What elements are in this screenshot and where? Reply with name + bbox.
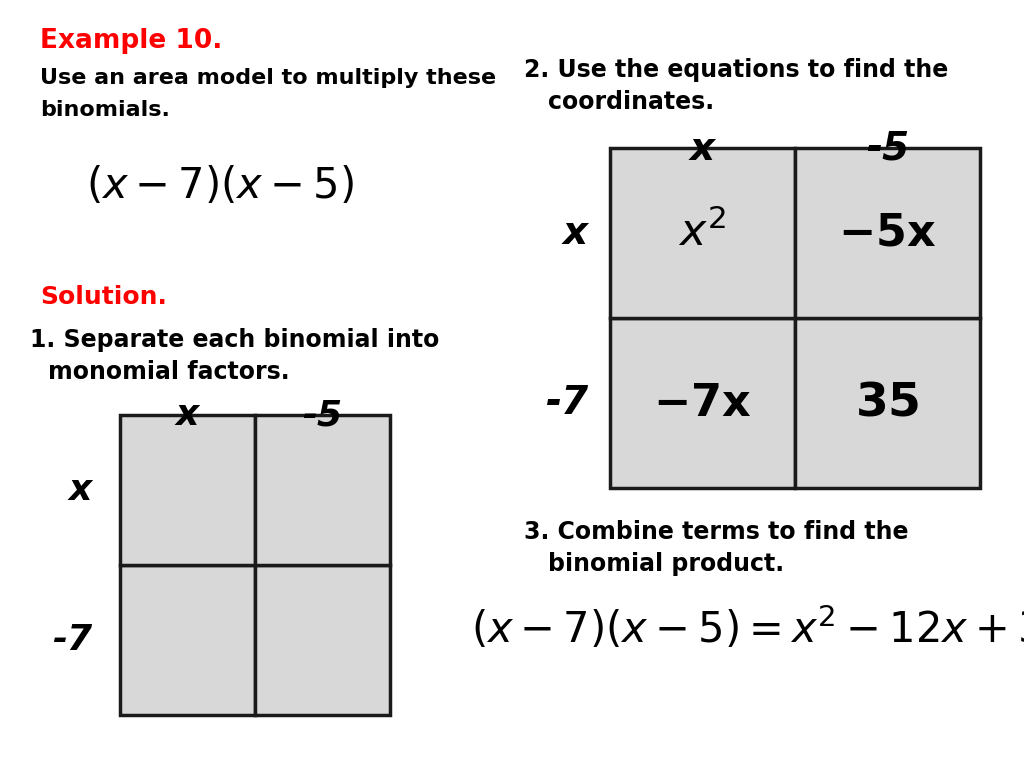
Bar <box>255 415 390 565</box>
Text: 2. Use the equations to find the: 2. Use the equations to find the <box>524 58 948 82</box>
Text: 1. Separate each binomial into: 1. Separate each binomial into <box>30 328 439 352</box>
Text: x: x <box>69 473 92 507</box>
Text: $x^2$: $x^2$ <box>679 211 727 255</box>
Bar <box>120 565 255 715</box>
Text: x: x <box>690 130 715 168</box>
Text: Solution.: Solution. <box>40 285 167 309</box>
Text: -5: -5 <box>302 398 343 432</box>
Bar <box>610 148 795 318</box>
Text: Example 10.: Example 10. <box>40 28 222 54</box>
Text: $\mathbf{-7x}$: $\mathbf{-7x}$ <box>653 381 752 424</box>
Text: binomial product.: binomial product. <box>548 552 784 576</box>
Bar <box>610 318 795 488</box>
Text: Use an area model to multiply these: Use an area model to multiply these <box>40 68 496 88</box>
Text: monomial factors.: monomial factors. <box>48 360 290 384</box>
Text: 3. Combine terms to find the: 3. Combine terms to find the <box>524 520 908 544</box>
Bar <box>795 148 980 318</box>
Text: $\mathbf{-5x}$: $\mathbf{-5x}$ <box>839 211 937 254</box>
Text: x: x <box>176 398 199 432</box>
Text: binomials.: binomials. <box>40 100 170 120</box>
Bar <box>120 415 255 565</box>
Bar <box>255 565 390 715</box>
Text: $\mathbf{35}$: $\mathbf{35}$ <box>855 381 920 425</box>
Text: -7: -7 <box>52 623 92 657</box>
Text: -5: -5 <box>866 130 909 168</box>
Text: x: x <box>563 214 588 252</box>
Text: -7: -7 <box>545 384 588 422</box>
Bar <box>795 318 980 488</box>
Text: coordinates.: coordinates. <box>548 90 714 114</box>
Text: $(x-7)(x-5)=x^{2}-12x+35$: $(x-7)(x-5)=x^{2}-12x+35$ <box>471 605 1024 653</box>
Text: $(x-7)(x-5)$: $(x-7)(x-5)$ <box>86 165 354 207</box>
